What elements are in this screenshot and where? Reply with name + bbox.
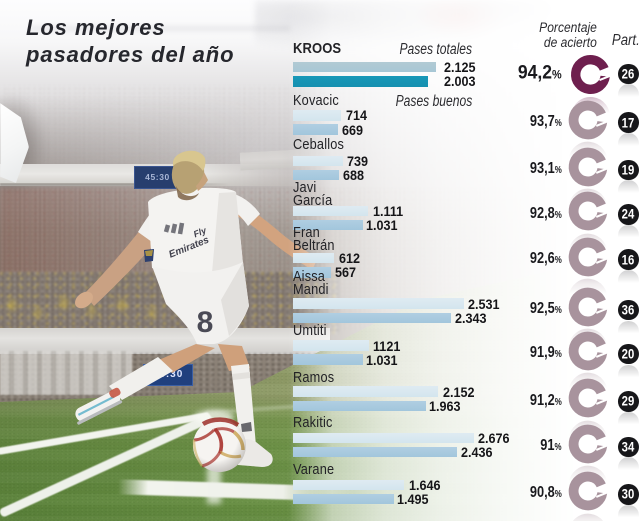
svg-text:Fly: Fly (192, 225, 209, 240)
svg-text:8: 8 (197, 306, 214, 339)
